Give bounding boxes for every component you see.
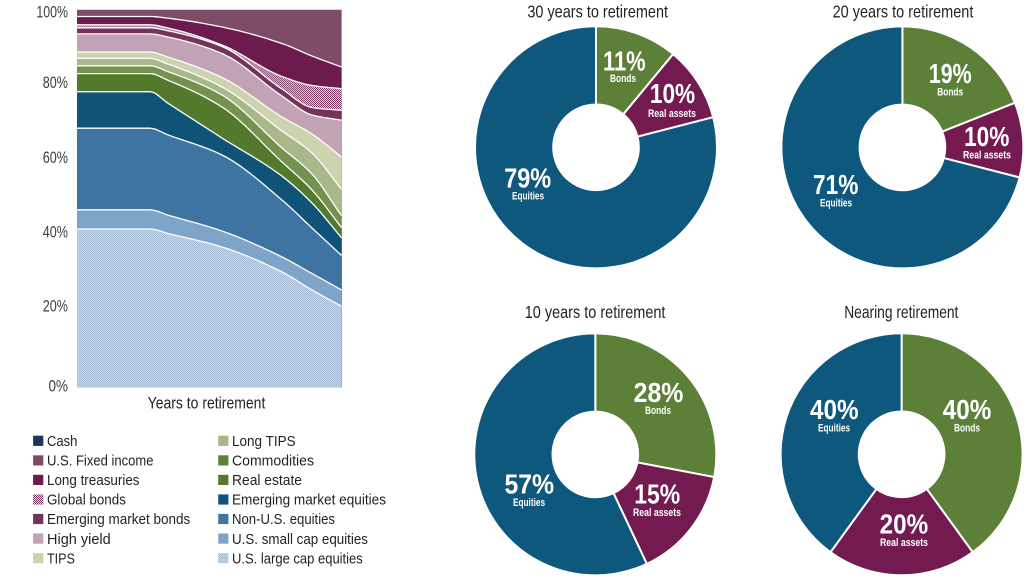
svg-text:71%: 71% (813, 169, 858, 200)
svg-text:Commodities: Commodities (232, 454, 314, 470)
svg-text:Global bonds: Global bonds (47, 493, 126, 509)
svg-text:Emerging market bonds: Emerging market bonds (47, 512, 190, 528)
svg-text:15%: 15% (634, 479, 680, 510)
svg-text:80%: 80% (43, 73, 68, 92)
svg-text:20%: 20% (880, 508, 929, 539)
svg-text:60%: 60% (43, 148, 68, 167)
svg-text:11%: 11% (603, 46, 646, 77)
svg-text:Real assets: Real assets (648, 108, 696, 120)
svg-text:Equities: Equities (820, 197, 852, 209)
svg-text:U.S. Fixed income: U.S. Fixed income (47, 454, 154, 470)
svg-text:U.S. small cap equities: U.S. small cap equities (232, 532, 368, 548)
svg-text:Bonds: Bonds (610, 73, 636, 85)
svg-text:Cash: Cash (47, 434, 77, 450)
svg-text:57%: 57% (505, 469, 555, 500)
svg-text:19%: 19% (929, 58, 972, 89)
svg-text:TIPS: TIPS (47, 551, 75, 567)
svg-text:10%: 10% (964, 121, 1009, 152)
svg-text:40%: 40% (43, 223, 68, 242)
svg-text:U.S. large cap equities: U.S. large cap equities (232, 551, 363, 567)
svg-text:20 years to retirement: 20 years to retirement (833, 2, 974, 22)
svg-text:79%: 79% (504, 162, 551, 193)
svg-text:Bonds: Bonds (645, 405, 671, 417)
svg-text:20%: 20% (43, 297, 68, 316)
svg-text:Real assets: Real assets (963, 150, 1011, 162)
svg-text:Equities: Equities (818, 423, 850, 435)
svg-text:0%: 0% (49, 377, 69, 396)
svg-text:Equities: Equities (513, 497, 545, 509)
svg-text:Real assets: Real assets (633, 507, 681, 519)
svg-text:40%: 40% (810, 394, 859, 425)
svg-text:30 years to retirement: 30 years to retirement (527, 2, 668, 22)
svg-text:Real assets: Real assets (880, 537, 928, 549)
svg-text:Nearing retirement: Nearing retirement (844, 302, 958, 322)
svg-text:High yield: High yield (47, 532, 111, 548)
svg-text:Bonds: Bonds (937, 87, 963, 99)
svg-text:10 years to retirement: 10 years to retirement (525, 302, 666, 322)
svg-text:Equities: Equities (512, 191, 544, 203)
svg-text:Non-U.S. equities: Non-U.S. equities (232, 512, 335, 528)
svg-text:Emerging market equities: Emerging market equities (232, 493, 386, 509)
svg-text:28%: 28% (634, 377, 684, 408)
svg-text:Long TIPS: Long TIPS (232, 434, 296, 450)
svg-text:Long treasuries: Long treasuries (47, 473, 140, 489)
svg-text:Real estate: Real estate (232, 473, 302, 489)
svg-text:40%: 40% (943, 394, 992, 425)
svg-text:100%: 100% (36, 3, 68, 22)
svg-text:10%: 10% (650, 78, 695, 109)
svg-text:Years to retirement: Years to retirement (148, 394, 266, 413)
svg-text:Bonds: Bonds (954, 423, 980, 435)
